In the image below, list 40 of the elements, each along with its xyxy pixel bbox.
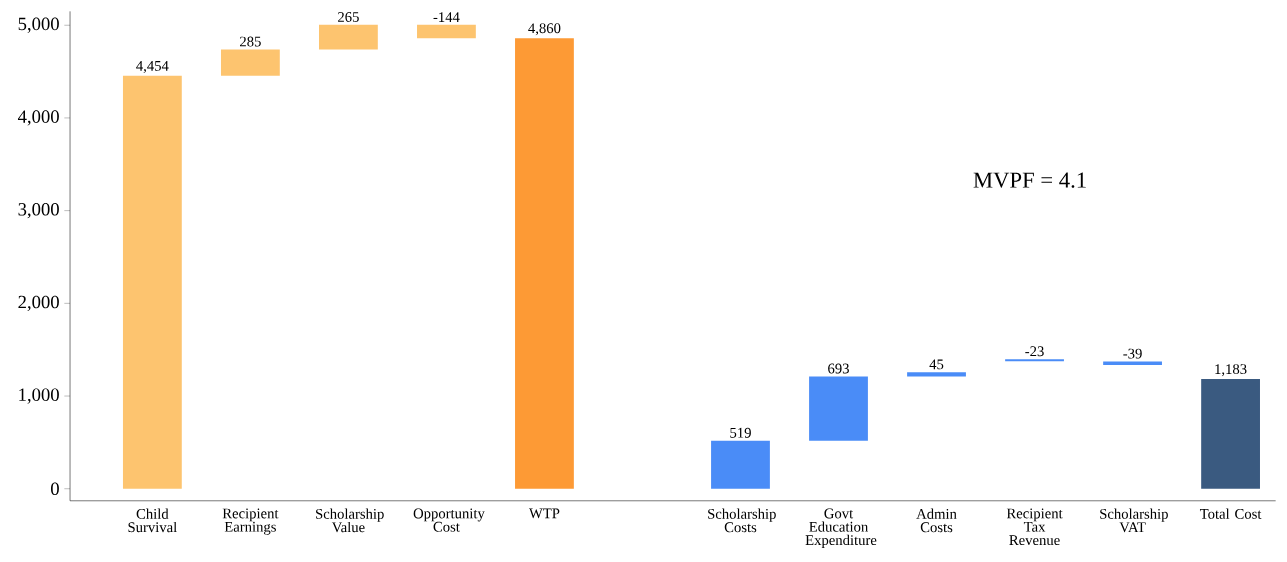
- bar: [122, 75, 182, 489]
- data-label: -23: [1025, 346, 1044, 357]
- annotation: MVPF = 4.1: [973, 172, 1086, 188]
- data-label: 45: [929, 359, 944, 370]
- bar: [711, 440, 770, 489]
- data-label: -144: [433, 12, 460, 22]
- bar: [1103, 361, 1162, 366]
- data-label: -39: [1123, 348, 1142, 359]
- bar: [1005, 359, 1064, 362]
- x-tick-label: Scholarship VAT: [1100, 508, 1168, 533]
- bar: [515, 38, 574, 489]
- x-tick-label: Opportunity Cost: [413, 508, 485, 532]
- bar: [319, 24, 378, 50]
- bar: [220, 49, 280, 76]
- bar: [809, 376, 868, 441]
- x-tick-label: Total Cost: [1199, 508, 1262, 519]
- x-tick-label: Recipient Tax Revenue: [1006, 508, 1063, 545]
- bar: [907, 372, 966, 377]
- y-tick-label: 0: [51, 482, 59, 495]
- x-tick-label: Admin Costs: [916, 508, 957, 533]
- data-label: 519: [730, 427, 751, 438]
- y-tick-label: 3,000: [18, 202, 59, 219]
- y-tick-label: 1,000: [19, 388, 59, 404]
- y-tick-label: 2,000: [18, 295, 59, 311]
- x-tick-label: Child Survival: [128, 508, 177, 533]
- data-label: 265: [338, 12, 359, 22]
- x-tick-label: Scholarship Value: [316, 508, 384, 533]
- y-tick-label: 5,000: [18, 17, 59, 33]
- x-tick-label: Govt Education Expenditure: [805, 508, 877, 548]
- x-tick-label: Recipient Earnings: [222, 508, 279, 535]
- data-label: 1,183: [1215, 364, 1247, 377]
- bar: [1201, 379, 1260, 489]
- bar: [417, 24, 476, 39]
- data-label: 285: [240, 36, 261, 47]
- data-label: 4,454: [136, 60, 169, 73]
- x-tick-label: Scholarship Costs: [708, 508, 776, 533]
- x-tick-label: WTP: [528, 508, 560, 519]
- y-tick-label: 4,000: [17, 110, 59, 126]
- data-label: 693: [828, 363, 849, 374]
- data-label: 4,860: [528, 23, 561, 36]
